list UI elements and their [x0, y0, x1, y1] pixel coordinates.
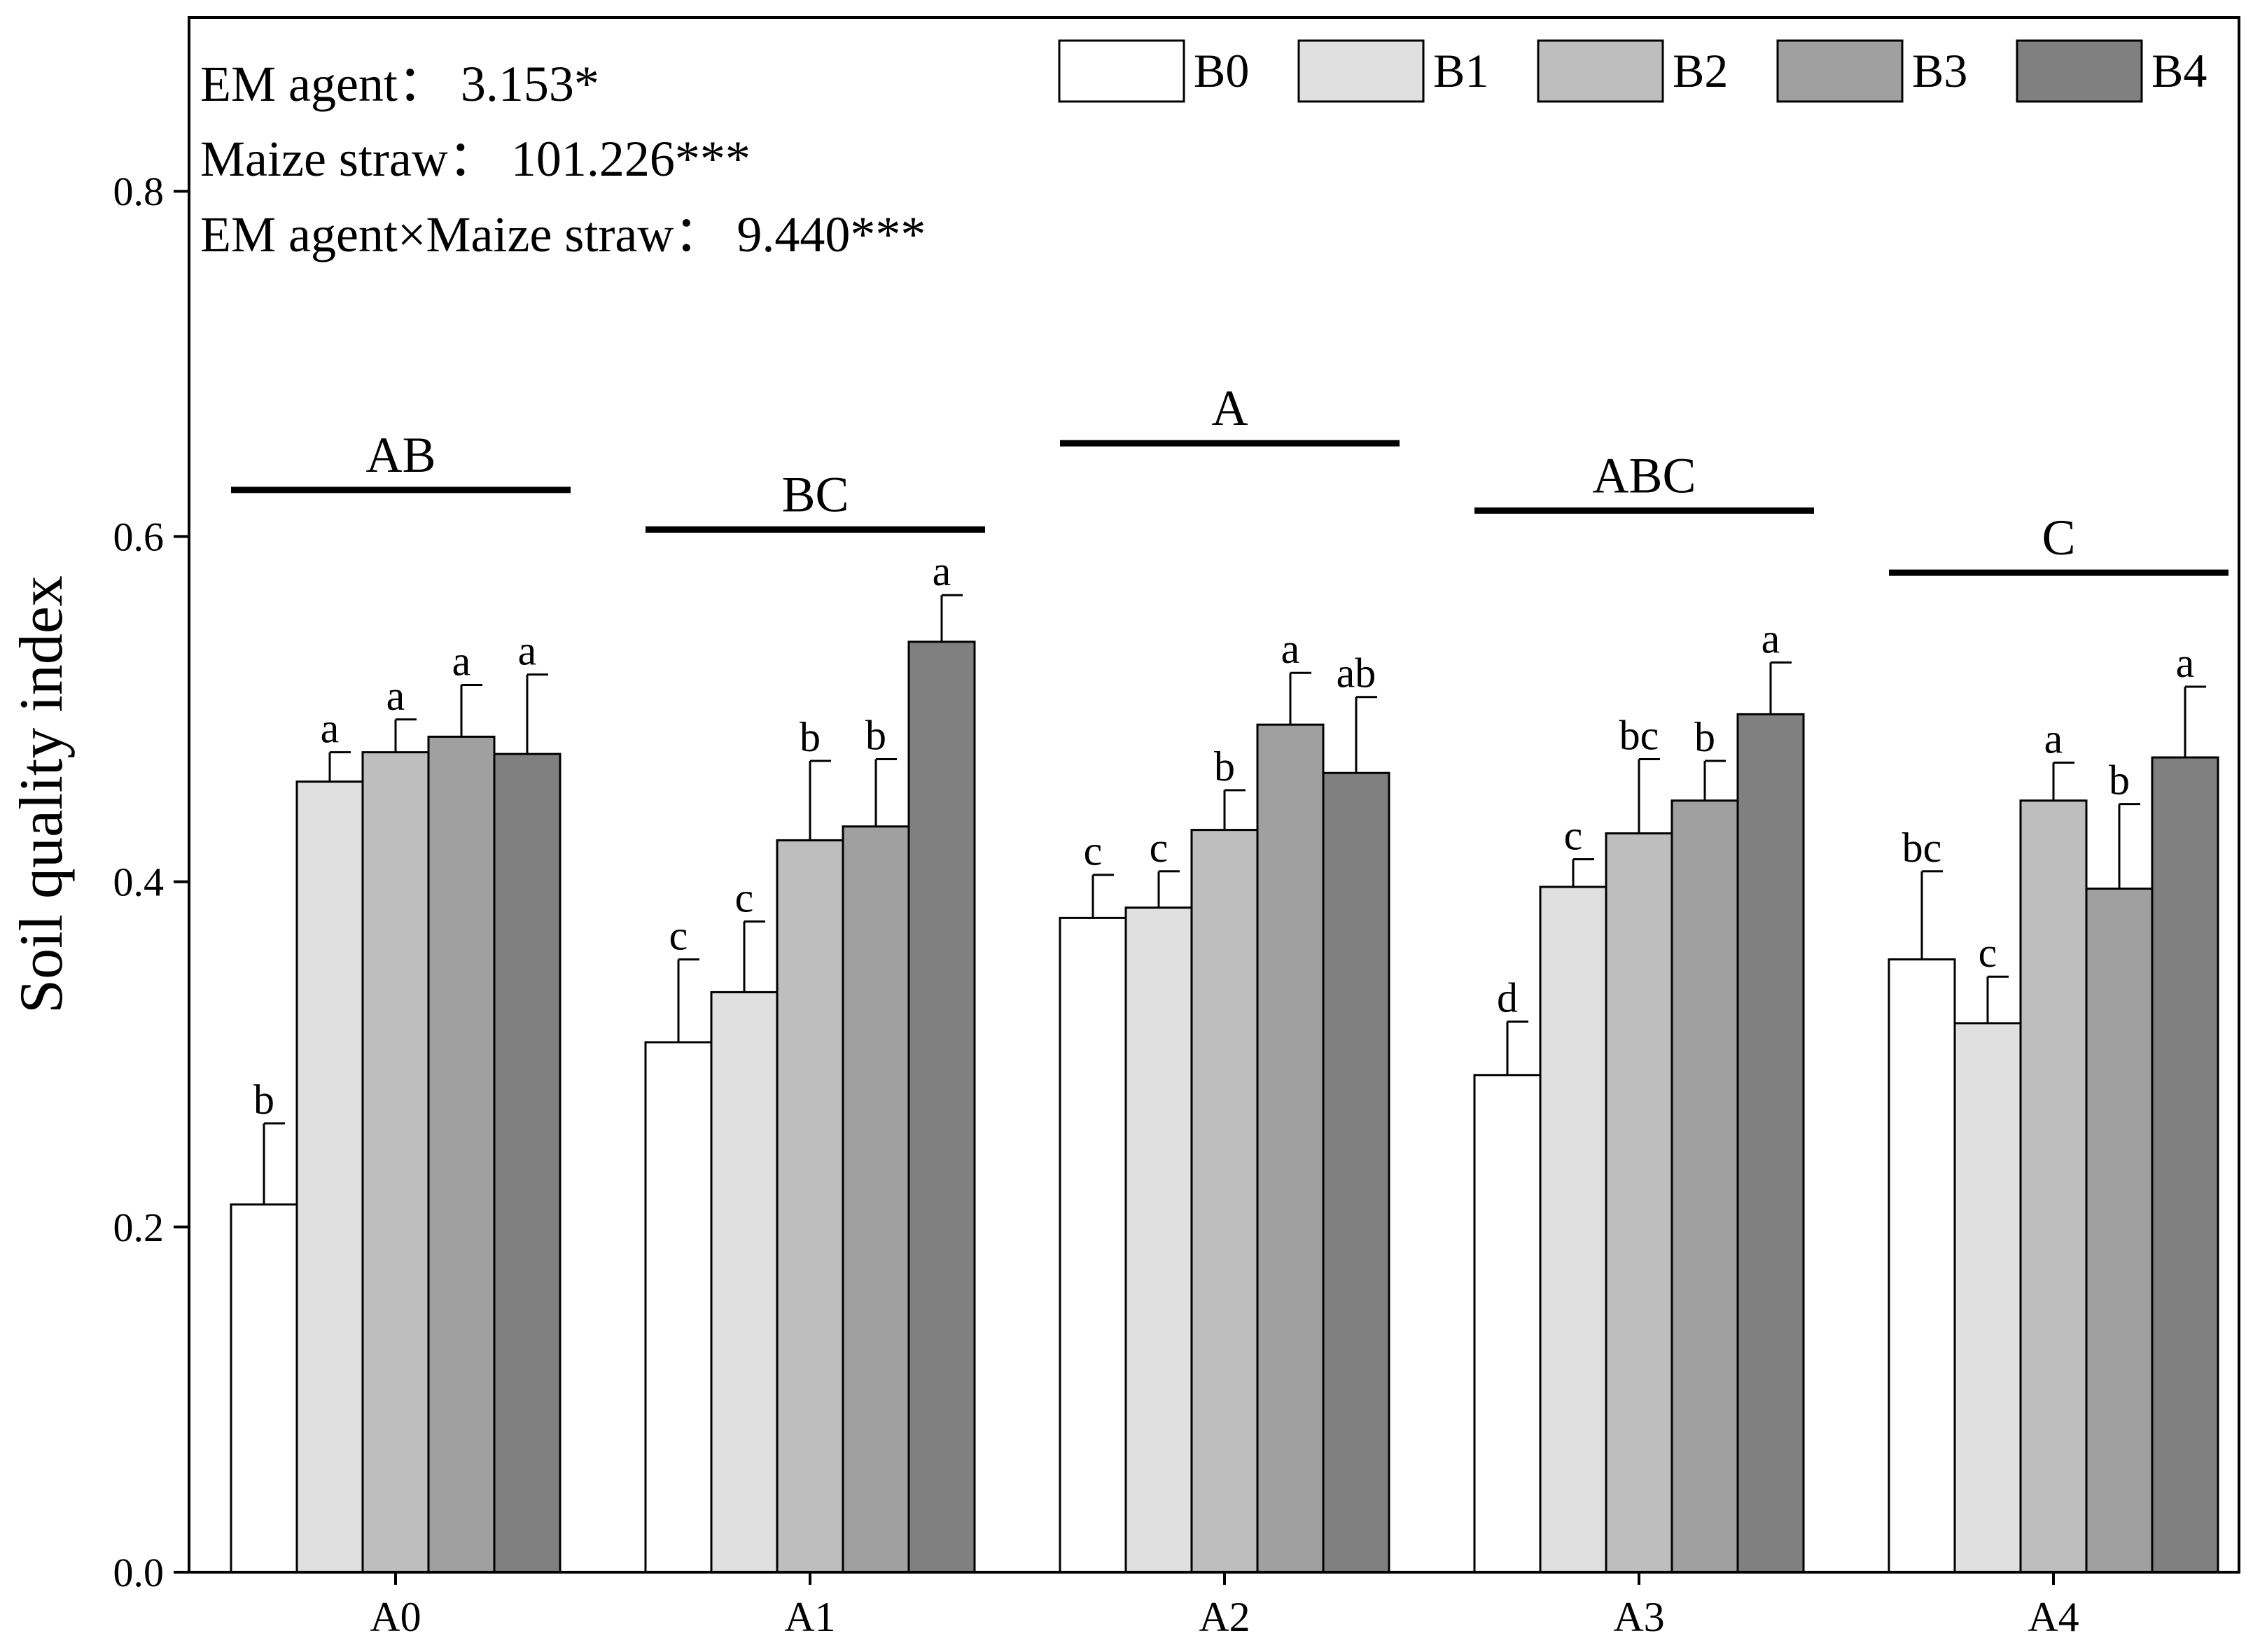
- letter-A2-B3: a: [1281, 626, 1300, 672]
- group-label-A0: AB: [365, 427, 435, 483]
- bars-layer: [230, 640, 2219, 1574]
- bar-A0-B3: [427, 735, 496, 1574]
- legend-label-B3: B3: [1912, 44, 1967, 97]
- error-bars-layer: [263, 594, 2206, 1205]
- y-axis-label: Soil quality index: [8, 575, 76, 1014]
- letter-A2-B2: b: [1214, 743, 1235, 790]
- bar-A2-B2: [1190, 829, 1259, 1574]
- legend-label-B2: B2: [1673, 44, 1728, 97]
- legend-swatch-B3: [1776, 39, 1904, 103]
- bar-A2-B0: [1059, 916, 1127, 1574]
- bar-A1-B4: [907, 640, 976, 1574]
- bar-A0-B2: [361, 751, 430, 1574]
- letter-A1-B2: b: [800, 714, 821, 760]
- letter-A2-B0: c: [1084, 828, 1103, 874]
- letter-A1-B3: b: [865, 713, 886, 759]
- bar-A3-B1: [1539, 886, 1607, 1574]
- annotation-maize-straw: Maize straw： 101.226***: [200, 131, 751, 187]
- y-tick-label-0.2: 0.2: [113, 1205, 165, 1250]
- bar-A3-B4: [1736, 713, 1805, 1574]
- group-label-A2: A: [1212, 380, 1248, 436]
- letter-A4-B3: b: [2109, 757, 2130, 804]
- letter-A3-B4: a: [1762, 615, 1780, 662]
- y-tick-label-0.4: 0.4: [113, 860, 165, 905]
- bar-A2-B4: [1322, 771, 1390, 1574]
- y-tick-label-0.6: 0.6: [113, 514, 165, 559]
- letter-A3-B1: c: [1564, 813, 1583, 859]
- letter-A4-B4: a: [2176, 640, 2195, 686]
- legend-label-B4: B4: [2151, 44, 2207, 97]
- letter-A4-B1: c: [1979, 930, 1997, 976]
- bar-A4-B4: [2151, 756, 2219, 1574]
- letter-A0-B4: a: [518, 628, 537, 674]
- bar-A4-B0: [1888, 958, 1956, 1574]
- letter-A4-B0: bc: [1902, 825, 1942, 871]
- bar-A0-B4: [493, 752, 561, 1574]
- group-label-A3: ABC: [1592, 447, 1696, 503]
- bar-A1-B3: [842, 825, 910, 1574]
- y-tick-label-0.0: 0.0: [113, 1550, 165, 1595]
- letter-A0-B3: a: [452, 638, 471, 684]
- y-tick-label-0.8: 0.8: [113, 169, 165, 214]
- x-ticks-layer: A0 A1 A2 A3 A4: [370, 1572, 2079, 1640]
- bar-A4-B2: [2019, 799, 2088, 1574]
- plot-frame: [188, 16, 2240, 1574]
- x-tick-label-A2: A2: [1199, 1594, 1250, 1640]
- x-tick-label-A4: A4: [2028, 1594, 2079, 1640]
- bar-A4-B1: [1953, 1022, 2022, 1574]
- legend-swatch-B2: [1537, 39, 1664, 103]
- x-tick-label-A1: A1: [784, 1594, 835, 1640]
- letter-A1-B1: c: [735, 874, 754, 920]
- bar-A4-B3: [2085, 887, 2154, 1574]
- group-label-A1: BC: [781, 467, 849, 523]
- letter-A3-B2: bc: [1619, 713, 1659, 759]
- legend-label-B1: B1: [1433, 44, 1488, 97]
- bar-A3-B3: [1670, 799, 1739, 1574]
- bar-A3-B2: [1605, 832, 1673, 1574]
- letter-A2-B1: c: [1150, 825, 1169, 871]
- letter-A0-B1: a: [321, 706, 340, 752]
- letter-A0-B2: a: [386, 673, 405, 719]
- legend-swatch-B4: [2016, 39, 2143, 103]
- statistics-annotations: EM agent： 3.153* Maize straw： 101.226***…: [200, 56, 926, 262]
- legend-swatch-B1: [1297, 39, 1425, 103]
- letter-A0-B0: b: [253, 1077, 274, 1123]
- letter-A3-B3: b: [1694, 714, 1715, 760]
- letter-A1-B0: c: [669, 913, 688, 959]
- bar-A1-B1: [710, 990, 779, 1574]
- x-tick-label-A0: A0: [370, 1594, 421, 1640]
- legend-label-B0: B0: [1194, 44, 1249, 97]
- x-tick-label-A3: A3: [1613, 1594, 1664, 1640]
- annotation-interaction: EM agent×Maize straw： 9.440***: [200, 206, 926, 262]
- bar-A2-B1: [1124, 906, 1193, 1574]
- letter-A3-B0: d: [1497, 974, 1518, 1021]
- legend: B0 B1 B2 B3 B4: [1058, 39, 2207, 103]
- bar-A2-B3: [1256, 723, 1325, 1574]
- letter-A2-B4: ab: [1337, 650, 1376, 696]
- letter-A1-B4: a: [933, 548, 951, 594]
- bar-A1-B2: [776, 839, 844, 1574]
- bar-A3-B0: [1473, 1074, 1542, 1574]
- annotation-em-agent: EM agent： 3.153*: [200, 56, 599, 112]
- bar-A1-B0: [644, 1041, 713, 1574]
- bar-A0-B1: [295, 780, 364, 1574]
- letter-A4-B2: a: [2044, 715, 2063, 762]
- group-significance-layer: AB BC A ABC C: [231, 380, 2228, 576]
- bar-A0-B0: [230, 1203, 298, 1574]
- legend-swatch-B0: [1058, 39, 1185, 103]
- group-label-A4: C: [2042, 510, 2075, 566]
- axes-layer: [188, 16, 2240, 1574]
- y-ticks-layer: 0.0 0.2 0.4 0.6 0.8: [113, 169, 189, 1595]
